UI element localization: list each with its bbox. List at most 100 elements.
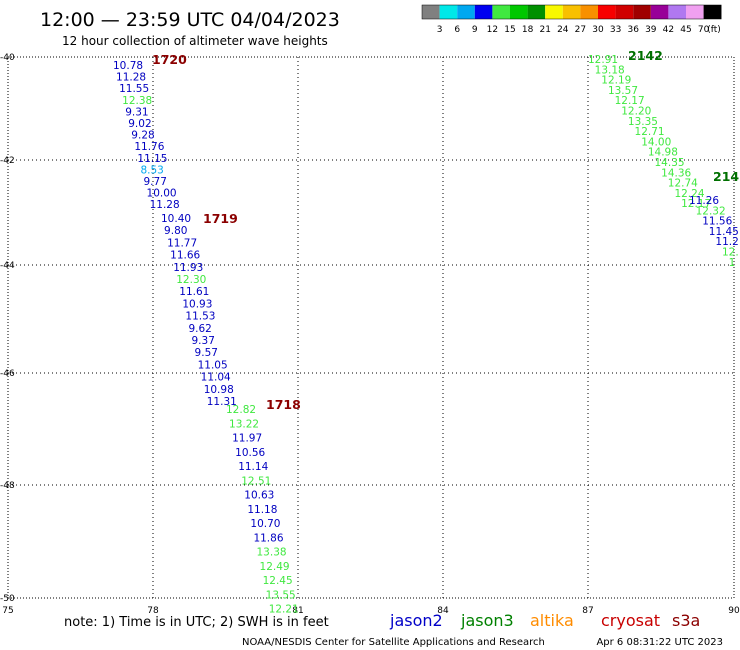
wave-height-value: 10.70 (250, 518, 280, 530)
legend-jason3: jason3 (460, 611, 514, 630)
legend-s3a: s3a (672, 611, 700, 630)
color-swatch (598, 5, 616, 19)
wave-height-value: 11.04 (201, 372, 231, 384)
credit-text: NOAA/NESDIS Center for Satellite Applica… (242, 637, 545, 648)
color-swatch (545, 5, 563, 19)
wave-height-value: 11.97 (232, 433, 262, 445)
satellite-legend: jason2 jason3 altika cryosat s3a (389, 611, 700, 630)
wave-height-value: 12.74 (668, 178, 698, 190)
color-scale-label: 3 (437, 25, 443, 35)
wave-height-value: 14.36 (661, 167, 691, 179)
color-swatch (457, 5, 475, 19)
longitude-tick-label: 84 (437, 606, 449, 616)
wave-height-value: 12.21 (269, 604, 299, 616)
latitude-tick-label: -48 (0, 481, 15, 491)
color-scale-label: 21 (539, 25, 550, 35)
color-scale-label: 12 (487, 25, 498, 35)
wave-height-value: 10.40 (161, 213, 191, 225)
wave-height-value: 10.00 (147, 188, 177, 200)
wave-height-value: 10.63 (244, 490, 274, 502)
wave-height-value: 11.14 (238, 461, 268, 473)
wave-height-value: 11.77 (167, 237, 197, 249)
color-swatch (668, 5, 686, 19)
satellite-track: 10.7811.2811.5512.389.319.029.2811.7611.… (113, 52, 187, 211)
color-swatch (562, 5, 581, 19)
color-swatch (439, 5, 458, 19)
wave-height-value: 11.05 (198, 359, 228, 371)
wave-height-value: 9.62 (188, 323, 211, 335)
wave-height-value: 12.51 (241, 475, 271, 487)
wave-height-value: 12.24 (674, 188, 704, 200)
wave-height-value: 11.18 (247, 504, 277, 516)
wave-height-value: 12.20 (621, 106, 651, 118)
color-swatch (492, 5, 510, 19)
wave-height-value: 9.02 (128, 118, 151, 130)
pass-number-label: 1718 (266, 397, 301, 412)
color-scale-label: 9 (472, 25, 478, 35)
wave-height-value: 11.31 (207, 396, 237, 408)
satellite-track: 12.9113.1812.1913.5712.1712.2013.3512.71… (588, 48, 711, 210)
wave-height-value: 9.57 (195, 347, 218, 359)
longitude-axis: 75 78 81 84 87 90 (2, 606, 740, 616)
latitude-tick-label: -42 (0, 156, 15, 166)
wave-height-value: 11.28 (150, 199, 180, 211)
color-swatch (422, 5, 440, 19)
wave-height-value: 11.53 (185, 311, 215, 323)
wave-height-value: 13.38 (257, 547, 287, 559)
color-scale-label: 30 (592, 25, 604, 35)
wave-height-value: 12.49 (260, 561, 290, 573)
timestamp-text: Apr 6 08:31:22 UTC 2023 (596, 637, 723, 648)
wave-height-value: 13.18 (595, 64, 625, 76)
wave-height-value: 8.53 (140, 164, 163, 176)
wave-height-value: 11.56 (702, 216, 732, 228)
color-swatch (633, 5, 651, 19)
wave-height-value: 12.30 (176, 274, 206, 286)
latitude-tick-label: -46 (0, 369, 15, 379)
wave-height-value: 9.80 (164, 225, 187, 237)
wave-height-value: 11.2 (715, 236, 738, 248)
wave-height-value: 9.28 (131, 130, 154, 142)
wave-height-value: 13.55 (266, 589, 296, 601)
wave-height-value: 14.00 (641, 136, 671, 148)
pass-number-label: 214 (713, 169, 739, 184)
wave-height-value: 11.28 (116, 72, 146, 84)
wave-height-value: 11.45 (709, 226, 739, 238)
footer-note: note: 1) Time is in UTC; 2) SWH is in fe… (64, 615, 329, 630)
wave-height-value: 14.98 (648, 147, 678, 159)
pass-number-label: 1719 (203, 211, 238, 226)
graticule (8, 57, 734, 598)
wave-height-value: 9.77 (144, 176, 167, 188)
wave-height-value: 11.26 (689, 195, 719, 207)
longitude-tick-label: 78 (147, 606, 159, 616)
color-scale-label: 6 (454, 25, 460, 35)
longitude-tick-label: 90 (728, 606, 740, 616)
wave-height-value: 11.61 (179, 286, 209, 298)
color-scale-label: 70 (698, 25, 710, 35)
map-subtitle: 12 hour collection of altimeter wave hei… (62, 34, 328, 48)
legend-cryosat: cryosat (601, 611, 660, 630)
wave-height-value: 11.93 (173, 262, 203, 274)
wave-height-value: 14.35 (655, 157, 685, 169)
wave-height-value: 13.35 (628, 116, 658, 128)
wave-height-value: 11.55 (119, 83, 149, 95)
wave-height-value: 13.57 (608, 85, 638, 97)
color-scale-label: 36 (627, 25, 639, 35)
pass-number-label: 1720 (152, 52, 187, 67)
longitude-tick-label: 81 (292, 606, 303, 616)
color-swatch (527, 5, 546, 19)
satellite-track: 12.82 13.22 11.97 10.56 11.14 12.51 10.63 11.18… (226, 397, 301, 616)
wave-height-value: 12.45 (263, 575, 293, 587)
wave-height-value: 12.32 (696, 205, 726, 217)
legend-jason2: jason2 (389, 611, 443, 630)
wave-height-value: 12. (722, 247, 739, 259)
color-scale-label: 33 (610, 25, 621, 35)
color-swatch (650, 5, 669, 19)
color-scale-label: 39 (645, 25, 657, 35)
wave-height-value: 1 (729, 257, 736, 269)
longitude-tick-label: 87 (582, 606, 593, 616)
latitude-tick-label: -44 (0, 261, 15, 271)
altimeter-tracks: 10.7811.2811.5512.389.319.029.2811.7611.… (113, 48, 739, 616)
wave-height-value: 11.66 (170, 250, 200, 262)
color-scale-label: 18 (522, 25, 534, 35)
